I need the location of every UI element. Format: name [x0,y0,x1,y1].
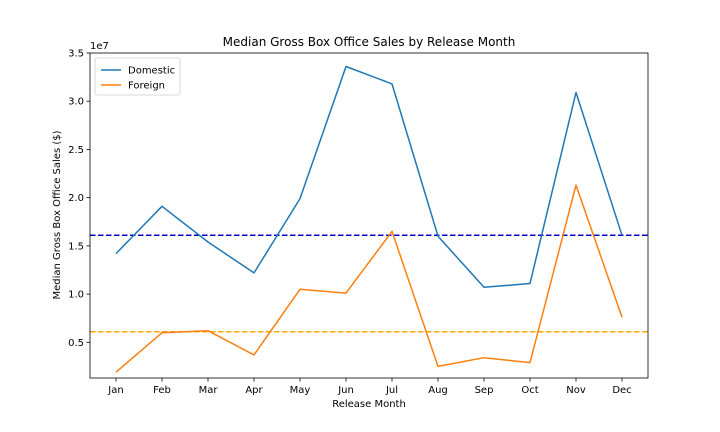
chart-title: Median Gross Box Office Sales by Release… [223,35,516,49]
x-tick-label: Feb [153,385,171,396]
x-tick-label: Nov [566,385,586,396]
x-tick-label: Oct [521,385,538,396]
y-tick-label: 2.0 [68,193,84,204]
legend-label-foreign: Foreign [128,81,165,92]
x-tick-label: Mar [199,385,219,396]
legend: Domestic Foreign [94,57,181,96]
y-tick-label: 0.5 [68,338,84,349]
x-tick-label: May [290,385,311,396]
x-axis-label: Release Month [332,399,406,410]
x-tick-label: Sep [475,385,494,396]
x-tick-label: Dec [612,385,631,396]
x-tick-label: Aug [428,385,448,396]
y-axis-label: Median Gross Box Office Sales ($) [52,130,63,299]
legend-label-domestic: Domestic [128,66,175,77]
plot-frame [89,52,649,379]
y-offset-label: 1e7 [90,41,109,52]
x-tick-label: Jul [385,385,398,396]
y-tick-label: 1.0 [68,290,84,301]
y-tick-label: 1.5 [68,241,84,252]
y-tick-label: 3.0 [68,97,84,108]
plot-area: Jan Feb Mar Apr May Jun Jul Aug Sep Oct Nov Dec 0.5 1… [68,49,649,396]
x-tick-label: Jun [337,385,354,396]
x-tick-label: Apr [245,385,263,396]
y-tick-label: 2.5 [68,145,84,156]
series-line-domestic [115,65,623,289]
y-tick-label: 3.5 [68,49,84,60]
series-line-foreign [115,184,623,373]
x-tick-label: Jan [107,385,123,396]
